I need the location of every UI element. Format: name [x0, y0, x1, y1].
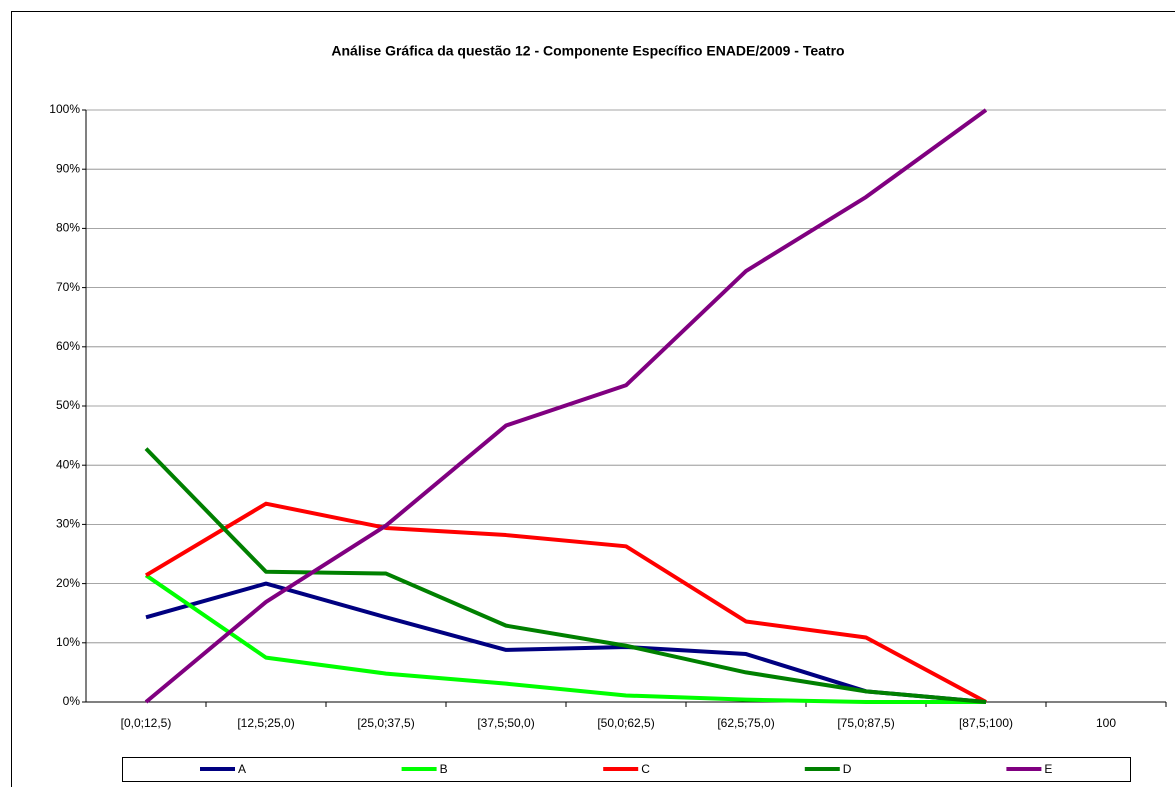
x-tick-label: [0,0;12,5) — [121, 716, 172, 730]
y-tick-label: 50% — [56, 398, 80, 412]
x-tick-label: [50,0;62,5) — [597, 716, 654, 730]
y-tick-label: 10% — [56, 635, 80, 649]
y-tick-label: 80% — [56, 221, 80, 235]
x-tick-label: [87,5;100) — [959, 716, 1013, 730]
y-tick-label: 90% — [56, 161, 80, 175]
line-series — [144, 108, 988, 704]
line-series — [144, 501, 987, 704]
legend-label: C — [641, 762, 650, 776]
legend-label: E — [1044, 762, 1052, 776]
y-tick-label: 70% — [56, 280, 80, 294]
y-tick-label: 0% — [63, 694, 81, 708]
chart-border — [11, 11, 1175, 787]
y-tick-label: 40% — [56, 457, 80, 471]
legend-label: A — [238, 762, 246, 776]
y-tick-label: 100% — [49, 102, 80, 116]
legend-label: D — [843, 762, 852, 776]
x-tick-label: [37,5;50,0) — [477, 716, 534, 730]
y-tick-label: 60% — [56, 339, 80, 353]
x-tick-label: [62,5;75,0) — [717, 716, 774, 730]
line-series — [144, 573, 986, 704]
x-tick-label: [75,0;87,5) — [837, 716, 894, 730]
chart-title: Análise Gráfica da questão 12 - Componen… — [331, 43, 844, 59]
y-tick-label: 20% — [56, 576, 80, 590]
x-tick-label: [12,5;25,0) — [237, 716, 294, 730]
legend-label: B — [440, 762, 448, 776]
y-tick-label: 30% — [56, 517, 80, 531]
x-tick-label: 100 — [1096, 716, 1116, 730]
line-series — [144, 447, 987, 704]
x-tick-label: [25,0;37,5) — [357, 716, 414, 730]
